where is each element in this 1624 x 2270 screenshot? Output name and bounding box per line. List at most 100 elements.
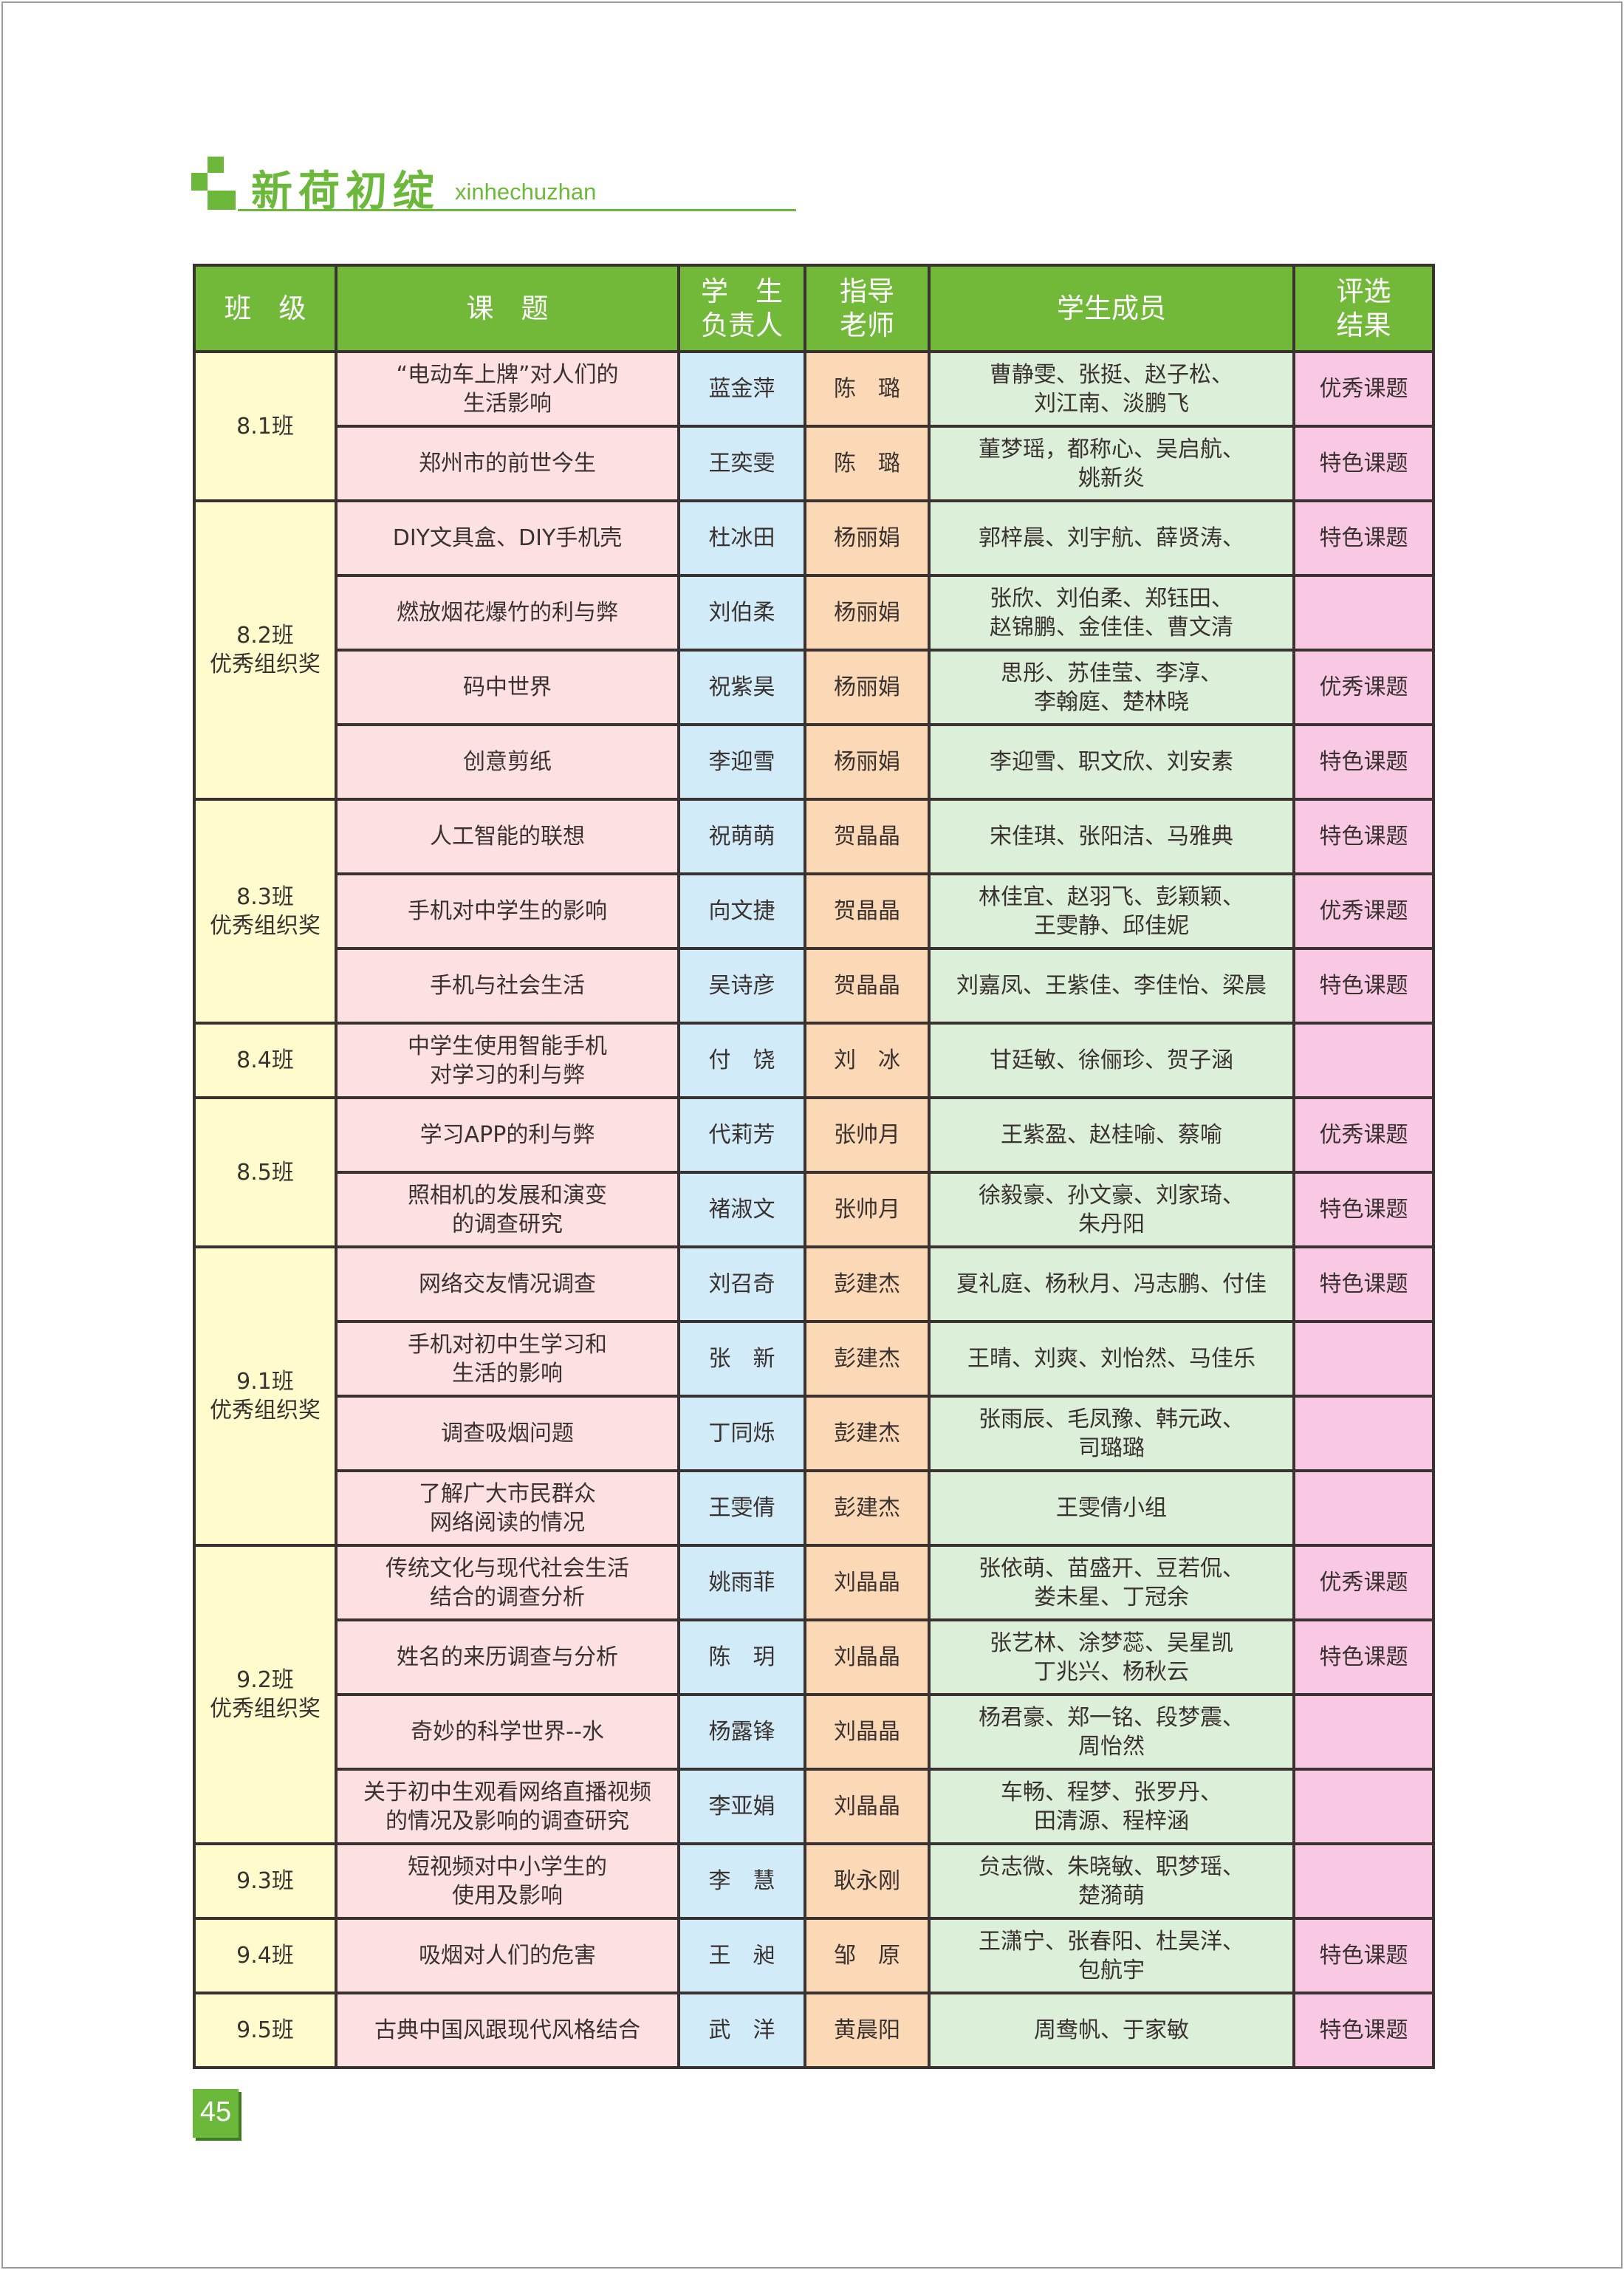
table-row: 8.4班 中学生使用智能手机 对学习的利与弊付 饶刘 冰甘廷敏、徐俪珍、贺子涵 xyxy=(193,1022,1435,1099)
members-cell: 林佳宜、赵羽飞、彭颖颖、 王雯静、邱佳妮 xyxy=(928,872,1295,950)
leader-cell: 王 昶 xyxy=(677,1917,806,1994)
class-cell: 8.1班 xyxy=(193,350,338,502)
members-cell: 周鸯帆、于家敏 xyxy=(928,1992,1295,2069)
header-leader: 学 生 负责人 xyxy=(677,264,806,353)
members-cell: 王紫盈、赵桂喻、蔡喻 xyxy=(928,1096,1295,1174)
topic-cell: 手机对中学生的影响 xyxy=(335,872,680,950)
result-cell xyxy=(1292,1469,1435,1547)
members-cell: 张依萌、苗盛开、豆若侃、 娄未星、丁冠余 xyxy=(928,1544,1295,1621)
members-cell: 张艺林、涂梦蕊、吴星凯 丁兆兴、杨秋云 xyxy=(928,1618,1295,1696)
title-underline xyxy=(238,209,796,211)
result-cell: 特色课题 xyxy=(1292,1245,1435,1323)
teacher-cell: 杨丽娟 xyxy=(804,574,931,652)
members-cell: 徐毅豪、孙文豪、刘家琦、 朱丹阳 xyxy=(928,1171,1295,1248)
members-cell: 曹静雯、张挺、赵子松、 刘江南、淡鹏飞 xyxy=(928,350,1295,428)
teacher-cell: 邹 原 xyxy=(804,1917,931,1994)
topic-cell: DIY文具盒、DIY手机壳 xyxy=(335,499,680,577)
leader-cell: 王雯倩 xyxy=(677,1469,806,1547)
table-header-row: 班 级 课 题 学 生 负责人 指导 老师 学生成员 评选 结果 xyxy=(193,264,1435,353)
leader-cell: 李亚娟 xyxy=(677,1768,806,1845)
table-row: 码中世界 祝紫昊 杨丽娟 思彤、苏佳莹、李淳、 李翰庭、楚林晓 优秀课题 xyxy=(194,649,1435,726)
class-cell: 8.4班 xyxy=(193,1022,338,1099)
class-cell: 8.2班 优秀组织奖 xyxy=(193,499,338,801)
topic-cell: 创意剪纸 xyxy=(335,723,680,801)
members-cell: 张欣、刘伯柔、郑钰田、 赵锦鹏、金佳佳、曹文清 xyxy=(928,574,1295,652)
topic-cell: 照相机的发展和演变 的调查研究 xyxy=(335,1171,680,1248)
teacher-cell: 刘 冰 xyxy=(804,1022,931,1099)
result-cell xyxy=(1292,1395,1435,1472)
topic-cell: 传统文化与现代社会生活 结合的调查分析 xyxy=(335,1544,680,1621)
leader-cell: 祝萌萌 xyxy=(677,798,806,875)
teacher-cell: 贺晶晶 xyxy=(804,947,931,1025)
result-cell: 优秀课题 xyxy=(1292,872,1435,950)
table-row: 手机与社会生活 吴诗彦 贺晶晶 刘嘉凤、王紫佳、李佳怡、梁晨 特色课题 xyxy=(194,947,1435,1025)
teacher-cell: 彭建杰 xyxy=(804,1320,931,1398)
leader-cell: 向文捷 xyxy=(677,872,806,950)
table-row: 8.1班 “电动车上牌”对人们的 生活影响 蓝金萍陈 璐曹静雯、张挺、赵子松、 刘江… xyxy=(193,350,1435,502)
table-row: 9.3班 短视频对中小学生的 使用及影响李 慧耿永刚 贠志微、朱晓敏、职梦瑶、 楚漪… xyxy=(193,1842,1435,1920)
header-result: 评选 结果 xyxy=(1292,264,1435,353)
teacher-cell: 黄晨阳 xyxy=(804,1992,931,2069)
topic-cell: 古典中国风跟现代风格结合 xyxy=(335,1992,680,2069)
members-cell: 王雯倩小组 xyxy=(928,1469,1295,1547)
topic-cell: 手机对初中生学习和 生活的影响 xyxy=(335,1320,680,1398)
teacher-cell: 张帅月 xyxy=(804,1096,931,1174)
class-cell: 9.4班 xyxy=(193,1917,338,1994)
leader-cell: 陈 玥 xyxy=(677,1618,806,1696)
leader-cell: 丁同烁 xyxy=(677,1395,806,1472)
members-cell: 张雨辰、毛凤豫、韩元政、 司璐璐 xyxy=(928,1395,1295,1472)
table-row: 了解广大市民群众 网络阅读的情况 王雯倩 彭建杰 王雯倩小组 xyxy=(194,1469,1435,1547)
members-cell: 董梦瑶，都称心、吴启航、 姚新炎 xyxy=(928,425,1295,502)
teacher-cell: 彭建杰 xyxy=(804,1469,931,1547)
leader-cell: 武 洋 xyxy=(677,1992,806,2069)
teacher-cell: 彭建杰 xyxy=(804,1245,931,1323)
table-row: 9.1班 优秀组织奖 网络交友情况调查 刘召奇 彭建杰 夏礼庭、杨秋月、冯志鹏、付佳 特色… xyxy=(193,1245,1435,1547)
header-class: 班 级 xyxy=(193,264,338,353)
members-cell: 王晴、刘爽、刘怡然、马佳乐 xyxy=(928,1320,1295,1398)
topic-cell: 关于初中生观看网络直播视频 的情况及影响的调查研究 xyxy=(335,1768,680,1845)
teacher-cell: 刘晶晶 xyxy=(804,1544,931,1621)
topic-cell: 姓名的来历调查与分析 xyxy=(335,1618,680,1696)
topic-cell: 中学生使用智能手机 对学习的利与弊 xyxy=(335,1022,680,1099)
leader-cell: 蓝金萍 xyxy=(677,350,806,428)
result-cell: 优秀课题 xyxy=(1292,350,1435,428)
members-cell: 王潇宁、张春阳、杜昊洋、 包航宇 xyxy=(928,1917,1295,1994)
leader-cell: 付 饶 xyxy=(677,1022,806,1099)
result-cell xyxy=(1292,1693,1435,1771)
table-row: 手机对中学生的影响 向文捷 贺晶晶 林佳宜、赵羽飞、彭颖颖、 王雯静、邱佳妮 优秀课题 xyxy=(194,872,1435,950)
members-cell: 夏礼庭、杨秋月、冯志鹏、付佳 xyxy=(928,1245,1295,1323)
members-cell: 思彤、苏佳莹、李淳、 李翰庭、楚林晓 xyxy=(928,649,1295,726)
members-cell: 甘廷敏、徐俪珍、贺子涵 xyxy=(928,1022,1295,1099)
header-members: 学生成员 xyxy=(928,264,1295,353)
topic-cell: 人工智能的联想 xyxy=(335,798,680,875)
result-cell: 特色课题 xyxy=(1292,425,1435,502)
page-number: 45 xyxy=(193,2089,239,2138)
result-cell: 优秀课题 xyxy=(1292,649,1435,726)
table-row: 照相机的发展和演变 的调查研究 褚淑文 张帅月 徐毅豪、孙文豪、刘家琦、 朱丹阳 特色课… xyxy=(194,1171,1435,1248)
result-cell: 特色课题 xyxy=(1292,1917,1435,1994)
leader-cell: 褚淑文 xyxy=(677,1171,806,1248)
teacher-cell: 杨丽娟 xyxy=(804,499,931,577)
leader-cell: 吴诗彦 xyxy=(677,947,806,1025)
topic-cell: 学习APP的利与弊 xyxy=(335,1096,680,1174)
class-cell: 9.5班 xyxy=(193,1992,338,2069)
section-subtitle: xinhechuzhan xyxy=(455,179,597,205)
table-row: 郑州市的前世今生 王奕雯陈 璐董梦瑶，都称心、吴启航、 姚新炎 特色课题 xyxy=(194,425,1435,502)
leader-cell: 李 慧 xyxy=(677,1842,806,1920)
logo-squares-icon xyxy=(191,157,236,210)
topic-cell: “电动车上牌”对人们的 生活影响 xyxy=(335,350,680,428)
table-row: 燃放烟花爆竹的利与弊 刘伯柔 杨丽娟 张欣、刘伯柔、郑钰田、 赵锦鹏、金佳佳、曹文清 xyxy=(194,574,1435,652)
table-row: 9.5班 古典中国风跟现代风格结合武 洋黄晨阳 周鸯帆、于家敏 特色课题 xyxy=(193,1992,1435,2069)
leader-cell: 李迎雪 xyxy=(677,723,806,801)
result-cell: 优秀课题 xyxy=(1292,1544,1435,1621)
result-cell xyxy=(1292,574,1435,652)
table-row: 调查吸烟问题 丁同烁 彭建杰 张雨辰、毛凤豫、韩元政、 司璐璐 xyxy=(194,1395,1435,1472)
teacher-cell: 刘晶晶 xyxy=(804,1618,931,1696)
table-row: 8.3班 优秀组织奖 人工智能的联想 祝萌萌 贺晶晶 宋佳琪、张阳洁、马雅典 特色课题 xyxy=(193,798,1435,1025)
topic-cell: 燃放烟花爆竹的利与弊 xyxy=(335,574,680,652)
teacher-cell: 刘晶晶 xyxy=(804,1768,931,1845)
table-row: 8.2班 优秀组织奖 DIY文具盒、DIY手机壳 杜冰田 杨丽娟 郭梓晨、刘宇航、薛贤涛… xyxy=(193,499,1435,801)
result-cell xyxy=(1292,1320,1435,1398)
project-table: 班 级 课 题 学 生 负责人 指导 老师 学生成员 评选 结果 8.1班 “电动… xyxy=(193,264,1435,2069)
